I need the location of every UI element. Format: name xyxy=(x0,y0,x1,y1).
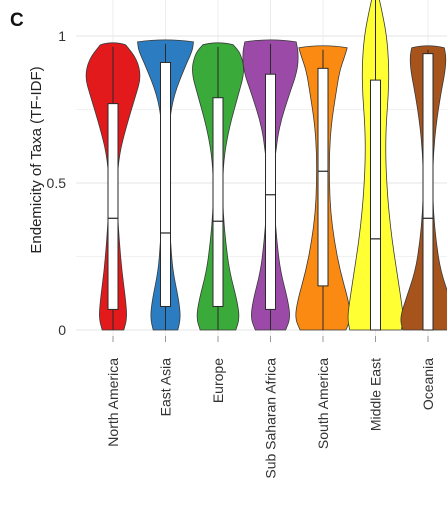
x-category-label: Europe xyxy=(210,358,226,403)
box xyxy=(160,61,171,307)
y-tick-label: 0.5 xyxy=(47,175,67,191)
x-category-label: Oceania xyxy=(420,358,436,410)
y-tick-label: 0 xyxy=(58,322,66,338)
box xyxy=(212,97,224,307)
x-category-label: North America xyxy=(105,358,121,447)
x-category-label: Middle East xyxy=(368,358,384,431)
y-axis-title: Endemicity of Taxa (TF-IDF) xyxy=(28,66,45,253)
violins xyxy=(85,0,447,331)
x-axis-categories: North America East Asia Europe Sub Saharan … xyxy=(105,336,436,479)
box xyxy=(107,103,119,310)
x-category-label: East Asia xyxy=(158,358,174,417)
box xyxy=(317,67,329,287)
y-tick-label: 1 xyxy=(58,28,66,44)
box xyxy=(265,73,276,310)
y-axis-ticks: 00.51 xyxy=(47,28,67,338)
box xyxy=(422,53,434,331)
x-category-label: Sub Saharan Africa xyxy=(263,358,279,479)
panel-letter: C xyxy=(10,10,24,31)
box xyxy=(370,79,381,331)
x-category-label: South America xyxy=(315,358,331,449)
